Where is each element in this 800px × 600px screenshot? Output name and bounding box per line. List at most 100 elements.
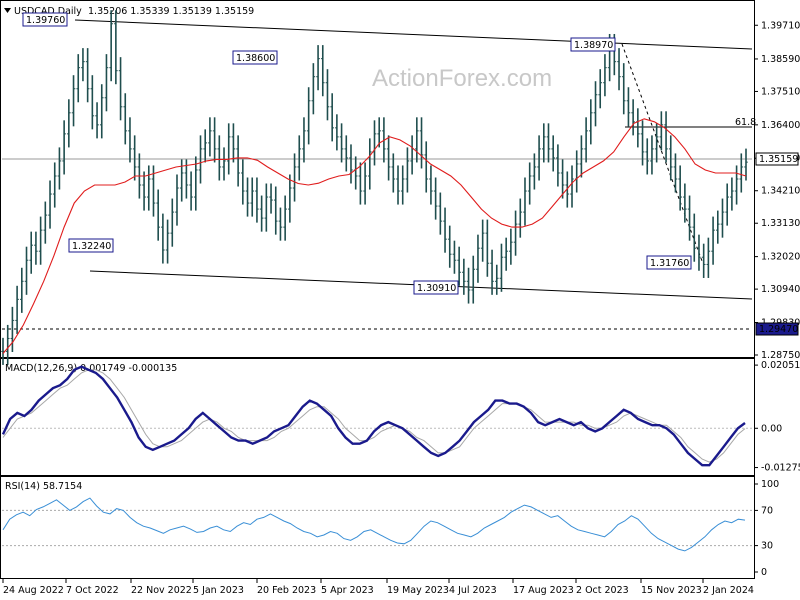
ohlc-bar [10,306,15,352]
ohlc-bar [509,228,513,265]
ohlc-bar [226,123,231,175]
ohlc-bar [156,189,160,241]
ohlc-bar [5,324,10,365]
ohlc-bar [621,63,626,115]
macd-main-line [1,365,746,467]
svg-text:1.35159: 1.35159 [759,154,798,165]
ohlc-bar [85,48,90,103]
ohlc-bar [678,165,682,211]
ohlc-bar [335,114,339,151]
ohlc-bar [415,117,419,163]
ohlc-bar [659,111,664,151]
ohlc-bar [433,177,438,220]
ohlc-bar [311,63,316,115]
ohlc-bar [269,183,273,214]
price-tick-label: 1.30940 [761,284,800,295]
ohlc-bar [405,147,410,193]
ohlc-bar [499,243,504,292]
ohlc-bar [447,225,452,268]
ohlc-bar [532,153,537,190]
date-tick-label: 5 Apr 2023 [321,585,374,596]
date-tick-label: 4 Jul 2023 [449,585,497,596]
ohlc-bar [673,153,678,193]
ohlc-bar [146,165,151,211]
ohlc-bar [560,159,565,199]
ohlc-bar [377,117,382,148]
price-annotation: 1.32240 [68,238,114,253]
ohlc-bar [570,165,574,208]
ohlc-bar [396,165,400,205]
date-tick-label: 19 May 2023 [387,585,449,596]
rsi-tick-label: 100 [761,479,779,490]
ohlc-bar [574,150,579,193]
svg-text:1.38970: 1.38970 [574,40,613,51]
price-annotation: 1.30910 [413,280,459,295]
ohlc-bar [744,148,748,181]
ohlc-bar [222,147,226,181]
ohlc-bar [132,135,137,181]
ohlc-bar [734,165,739,205]
date-tick-label: 20 Feb 2023 [257,585,316,596]
ohlc-bar [494,264,499,295]
price-tick-label: 1.34210 [761,186,800,197]
price-annotation: 1.38600 [232,50,278,65]
ohlc-bar [462,258,466,295]
ohlc-bar [480,219,485,262]
ohlc-bar [692,213,697,262]
ohlc-bar [95,102,99,139]
header: USDCAD,Daily 1.35206 1.35339 1.35139 1.3… [4,6,254,17]
ohlc-bar [29,231,34,274]
ohlc-bar [71,75,76,127]
ohlc-bar [603,54,607,97]
ohlc-bar [38,216,43,265]
ohlc-bar [67,99,71,148]
rsi-line [2,497,746,552]
ohlc-bar [128,117,132,163]
ohlc-bar [283,195,287,241]
ohlc-bar [654,123,659,163]
ohlc-bar [429,165,433,205]
ohlc-bar [255,177,259,223]
ohlc-bar [316,45,320,91]
ohlc-bar [175,174,179,226]
macd-tick-label: -0.012755 [761,463,800,474]
date-tick-label: 2 Oct 2023 [576,585,629,596]
ohlc-bar [636,108,640,148]
rsi-title: RSI(14) 58.7154 [5,481,82,492]
price-tick-label: 1.38590 [761,54,800,65]
ohlc-bar [109,10,113,82]
ohlc-bar [99,84,104,139]
ohlc-bar [626,87,631,127]
ohlc-bar [701,243,706,278]
ohlc-bar [217,135,222,181]
ohlc-bar [142,171,146,211]
ohlc-bar [687,195,692,241]
ohlc-bar [471,255,476,304]
price-tick-label: 1.33130 [761,218,800,229]
collapse-triangle-icon[interactable] [4,8,11,13]
ohlc-bar [424,141,429,193]
ohlc-bar [161,213,165,264]
ohlc-bar [400,165,405,205]
ohlc-bar [24,246,29,295]
svg-text:1.30910: 1.30910 [417,283,456,294]
ohlc-bar [490,249,494,295]
ohlc-bar [579,135,584,178]
ohlc-bar [320,45,325,97]
ohlc-bar [730,177,734,211]
date-tick-label: 15 Nov 2023 [641,585,702,596]
ohlc-bar [443,207,447,253]
ohlc-bar [617,48,621,91]
ohlc-bar [584,117,588,163]
ohlc-bar [302,117,306,163]
date-tick-label: 5 Jan 2023 [193,585,244,596]
rsi-indicator: RSI(14) 58.7154 100 70 30 0 [2,479,779,578]
ohlc-bar [631,99,635,136]
price-tick-label: 1.36400 [761,120,800,131]
ohlc-bar [715,210,720,244]
ohlc-bar [288,174,292,223]
ohlc-bar [264,183,269,232]
ohlc-bar [410,135,414,175]
ohlc-bar [556,144,560,187]
